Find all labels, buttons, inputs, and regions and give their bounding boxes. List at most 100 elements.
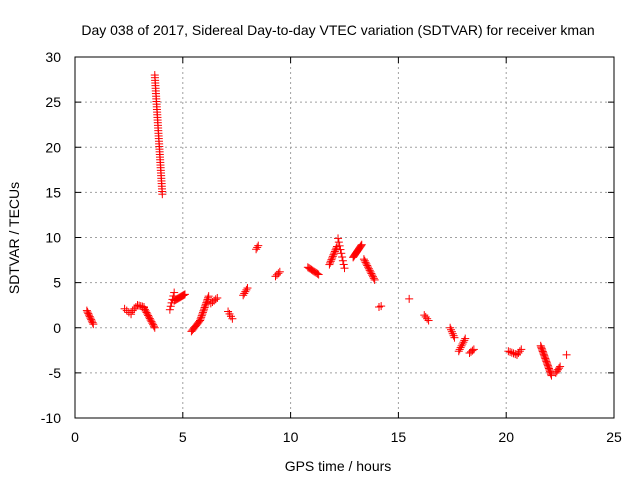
data-point [337, 249, 346, 258]
data-point [469, 345, 478, 354]
data-point [200, 305, 209, 314]
data-point [556, 362, 565, 371]
data-point [325, 260, 334, 269]
y-tick-label: 20 [45, 139, 61, 155]
data-point [240, 289, 249, 298]
data-point [170, 288, 179, 297]
data-point [423, 314, 432, 323]
data-point [213, 293, 222, 302]
data-point [88, 318, 97, 327]
data-point [150, 323, 159, 332]
y-tick-label: -10 [41, 410, 61, 426]
x-tick-label: 10 [283, 429, 299, 445]
data-point [180, 290, 189, 299]
data-point [363, 261, 372, 270]
data-point [130, 304, 139, 313]
x-tick-label: 15 [391, 429, 407, 445]
x-tick-label: 5 [179, 429, 187, 445]
data-point [446, 323, 455, 332]
data-point [328, 254, 337, 263]
data-point [369, 274, 378, 283]
data-point [367, 269, 376, 278]
data-point [365, 266, 374, 275]
data-point [326, 258, 335, 267]
axis-ticks [74, 56, 615, 419]
data-point [274, 269, 283, 278]
data-point [459, 338, 468, 347]
data-point [201, 301, 210, 310]
data-point [450, 333, 459, 342]
y-axis-label: SDTVAR / TECUs [6, 182, 22, 294]
data-point [201, 300, 210, 309]
data-point [456, 343, 465, 352]
data-point [359, 255, 368, 264]
data-point [313, 269, 322, 278]
data-point [405, 294, 414, 303]
y-tick-label: 30 [45, 49, 61, 65]
data-point [158, 190, 167, 199]
data-point [253, 243, 262, 252]
data-point [504, 347, 513, 356]
data-point [555, 364, 564, 373]
data-point [357, 241, 366, 250]
data-point [254, 241, 263, 250]
data-point [369, 272, 378, 281]
data-point [338, 253, 347, 262]
data-point [243, 284, 252, 293]
data-point [330, 247, 339, 256]
data-point [338, 256, 347, 265]
data-point [366, 267, 375, 276]
y-tick-label: 10 [45, 230, 61, 246]
data-point [203, 295, 212, 304]
data-point [89, 320, 98, 329]
y-tick-label: 15 [45, 184, 61, 200]
data-point [198, 308, 207, 317]
data-point [506, 347, 515, 356]
data-point [275, 267, 284, 276]
data-point [200, 303, 209, 312]
data-point [517, 345, 526, 354]
data-point [327, 255, 336, 264]
data-point [165, 305, 174, 314]
data-point [326, 257, 335, 266]
data-point [562, 350, 571, 359]
data-point [468, 346, 477, 355]
data-point [364, 264, 373, 273]
data-point [242, 285, 251, 294]
y-tick-label: 0 [53, 320, 61, 336]
data-point [314, 270, 323, 279]
data-point [377, 302, 386, 311]
y-tick-label: -5 [49, 365, 62, 381]
data-point [120, 304, 129, 313]
x-tick-label: 0 [71, 429, 79, 445]
x-tick-label: 25 [606, 429, 622, 445]
data-point [368, 271, 377, 280]
data-point [239, 291, 248, 300]
y-tick-labels: -10 -5 0 5 10 15 20 25 30 [41, 49, 61, 426]
data-point [334, 238, 343, 247]
data-point [340, 264, 349, 273]
data-point [211, 295, 220, 304]
data-point [447, 327, 456, 336]
data-point [461, 334, 470, 343]
data-point [228, 314, 237, 323]
x-tick-label: 20 [498, 429, 514, 445]
data-point [455, 345, 464, 354]
data-point [360, 256, 369, 265]
data-point [198, 310, 207, 319]
data-point [361, 258, 370, 267]
data-point [546, 370, 555, 379]
data-point [448, 329, 457, 338]
data-point [328, 252, 337, 261]
data-point [336, 245, 345, 254]
grid-lines [75, 57, 614, 418]
data-point [204, 293, 213, 302]
data-point [199, 306, 208, 315]
data-point [329, 250, 338, 259]
x-axis-label: GPS time / hours [285, 458, 392, 474]
data-point [166, 302, 175, 311]
data-point [330, 249, 339, 258]
data-point [202, 298, 211, 307]
data-point [196, 314, 205, 323]
